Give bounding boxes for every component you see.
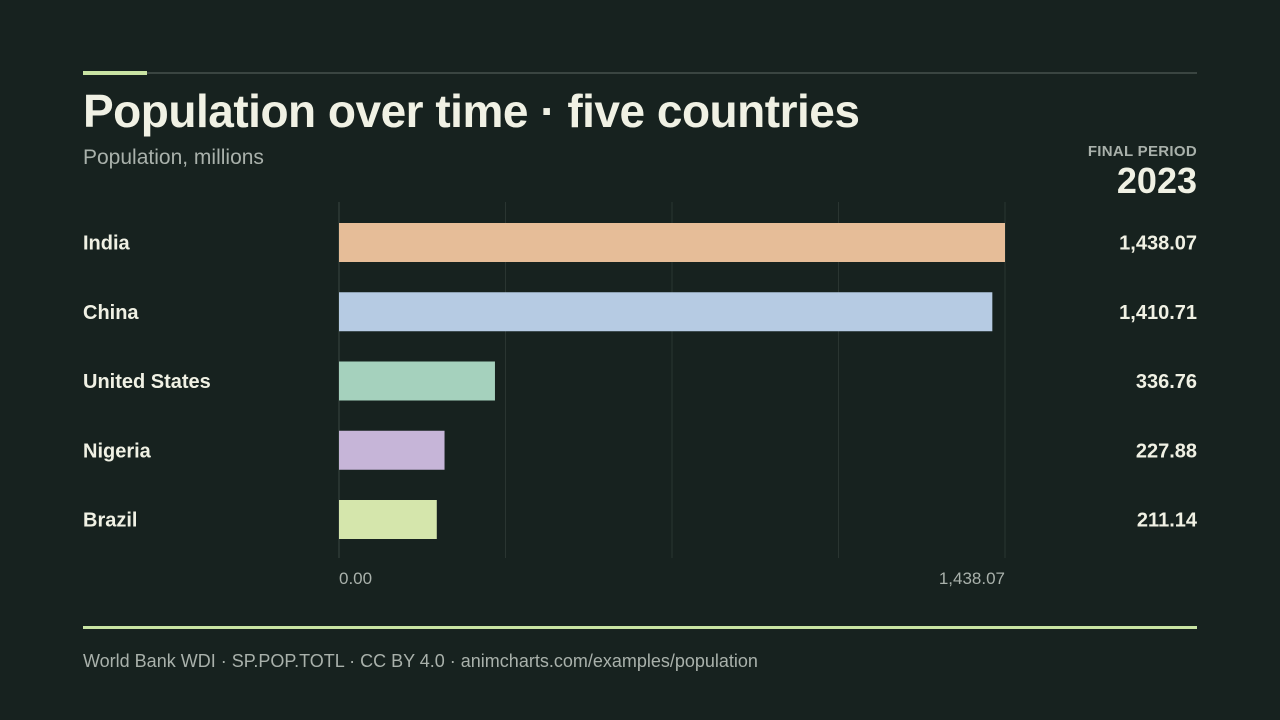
source-footer: World Bank WDI · SP.POP.TOTL · CC BY 4.0…	[83, 651, 758, 671]
category-label: China	[83, 302, 139, 324]
bar	[339, 500, 437, 539]
category-label: Nigeria	[83, 440, 152, 462]
bar	[339, 223, 1005, 262]
value-label: 1,410.71	[1119, 302, 1197, 324]
final-period-label: FINAL PERIOD	[1087, 143, 1197, 160]
chart-title: Population over time · five countries	[83, 85, 860, 137]
value-label: 336.76	[1136, 371, 1197, 393]
final-period-value: 2023	[1116, 160, 1197, 201]
bar	[339, 292, 993, 332]
top-rule	[83, 72, 1197, 74]
bottom-rule	[83, 626, 1197, 629]
value-label: 1,438.07	[1119, 233, 1197, 255]
bar	[339, 430, 445, 470]
x-tick-label: 0.00	[339, 569, 372, 588]
category-label: India	[83, 233, 131, 255]
value-label: 227.88	[1136, 440, 1197, 462]
top-accent-bar	[83, 71, 147, 75]
category-label: United States	[83, 371, 211, 393]
bar	[339, 361, 495, 401]
value-label: 211.14	[1137, 510, 1198, 532]
x-tick-label: 1,438.07	[939, 569, 1005, 588]
chart-subtitle: Population, millions	[83, 146, 264, 169]
category-label: Brazil	[83, 510, 137, 532]
